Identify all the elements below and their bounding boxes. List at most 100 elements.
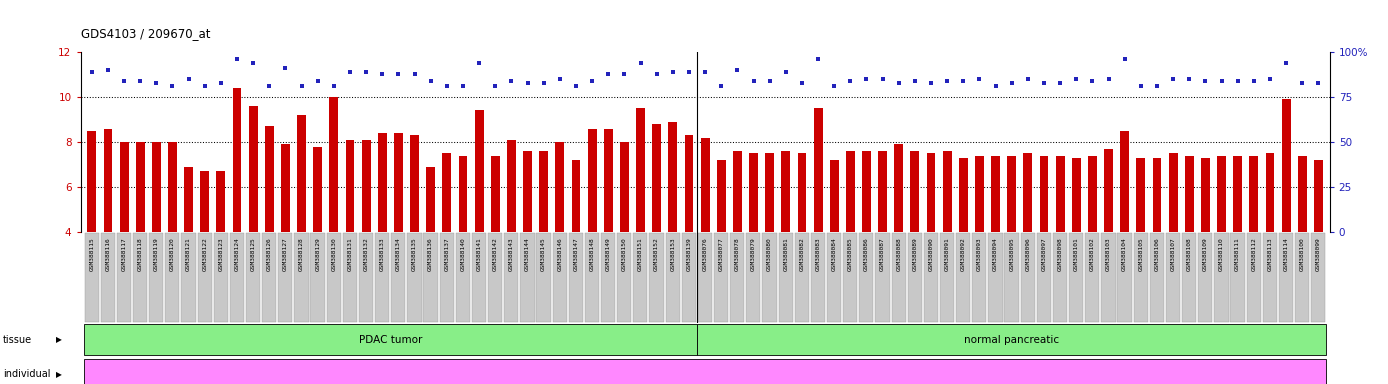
Text: GSM388091: GSM388091 [945, 237, 949, 271]
Bar [795, 233, 809, 322]
Text: GSM388077: GSM388077 [719, 237, 723, 271]
Bar [472, 233, 486, 322]
Point [258, 83, 280, 89]
Bar [1105, 149, 1113, 232]
Bar [730, 233, 744, 322]
Text: GSM388126: GSM388126 [266, 237, 272, 271]
Point [161, 83, 183, 89]
Bar [119, 142, 129, 232]
Bar [423, 233, 437, 322]
Text: GSM388076: GSM388076 [702, 237, 708, 271]
Bar [713, 233, 729, 322]
Bar [1198, 233, 1212, 322]
Point [726, 67, 748, 73]
Text: GSM388124: GSM388124 [235, 237, 240, 271]
Point [129, 78, 151, 84]
Bar [314, 147, 322, 232]
Text: GSM388139: GSM388139 [687, 237, 691, 271]
Bar [1263, 233, 1277, 322]
Bar [489, 233, 502, 322]
Bar [455, 233, 471, 322]
Text: GSM388119: GSM388119 [154, 237, 158, 271]
Text: GSM388144: GSM388144 [525, 237, 530, 271]
Bar [652, 124, 661, 232]
Point [565, 83, 587, 89]
Point [1178, 76, 1201, 82]
Point [323, 83, 346, 89]
Bar [1137, 158, 1145, 232]
Bar [394, 133, 403, 232]
Bar [540, 151, 548, 232]
Bar [311, 233, 325, 322]
Bar [552, 233, 566, 322]
Text: GSM388078: GSM388078 [734, 237, 740, 271]
Bar [684, 135, 694, 232]
Point [1259, 76, 1281, 82]
Point [775, 69, 797, 75]
Text: tissue: tissue [3, 335, 32, 345]
Bar [185, 167, 193, 232]
Bar [391, 233, 405, 322]
Bar [280, 144, 290, 232]
Text: GSM388142: GSM388142 [493, 237, 498, 271]
Point [1130, 83, 1152, 89]
Point [112, 78, 135, 84]
Bar [326, 233, 341, 322]
Bar [698, 233, 712, 322]
Point [1291, 80, 1313, 86]
Text: GSM388122: GSM388122 [203, 237, 207, 271]
Point [275, 65, 297, 71]
Text: GSM388098: GSM388098 [1058, 237, 1063, 271]
Text: GSM388096: GSM388096 [1026, 237, 1030, 271]
Bar [149, 233, 164, 322]
Bar [697, 324, 1327, 356]
Point [1307, 80, 1330, 86]
Bar [555, 142, 565, 232]
Bar [359, 233, 373, 322]
Bar [1040, 156, 1048, 232]
Bar [1023, 153, 1033, 232]
Point [904, 78, 926, 84]
Bar [1152, 158, 1162, 232]
Bar [633, 233, 647, 322]
Bar [1056, 156, 1065, 232]
Point [404, 71, 426, 78]
Point [597, 71, 619, 78]
Bar [891, 233, 906, 322]
Bar [762, 233, 777, 322]
Bar [911, 151, 919, 232]
Text: GSM388083: GSM388083 [816, 237, 820, 271]
Point [1017, 76, 1040, 82]
Point [242, 60, 264, 66]
Bar [1166, 233, 1180, 322]
Text: GSM388148: GSM388148 [590, 237, 594, 271]
Text: GSM388117: GSM388117 [122, 237, 126, 271]
Bar [426, 167, 436, 232]
Text: GSM388110: GSM388110 [1219, 237, 1224, 271]
Text: GSM388088: GSM388088 [897, 237, 901, 271]
Bar [1201, 158, 1210, 232]
Point [419, 78, 441, 84]
Point [952, 78, 974, 84]
Bar [1149, 233, 1165, 322]
Text: GSM388143: GSM388143 [509, 237, 514, 271]
Bar [440, 233, 454, 322]
Point [840, 78, 862, 84]
Text: ▶: ▶ [56, 370, 61, 379]
Bar [716, 160, 726, 232]
Bar [104, 129, 112, 232]
Point [146, 80, 168, 86]
Bar [862, 151, 870, 232]
Point [888, 80, 911, 86]
Text: ▶: ▶ [56, 335, 61, 344]
Bar [214, 233, 228, 322]
Text: GSM388095: GSM388095 [1009, 237, 1015, 271]
Text: GSM388125: GSM388125 [251, 237, 255, 271]
Bar [1249, 156, 1259, 232]
Bar [411, 135, 419, 232]
Text: GSM388133: GSM388133 [380, 237, 384, 271]
Bar [343, 233, 357, 322]
Bar [407, 233, 422, 322]
Text: GSM388093: GSM388093 [977, 237, 981, 271]
Bar [813, 108, 823, 232]
